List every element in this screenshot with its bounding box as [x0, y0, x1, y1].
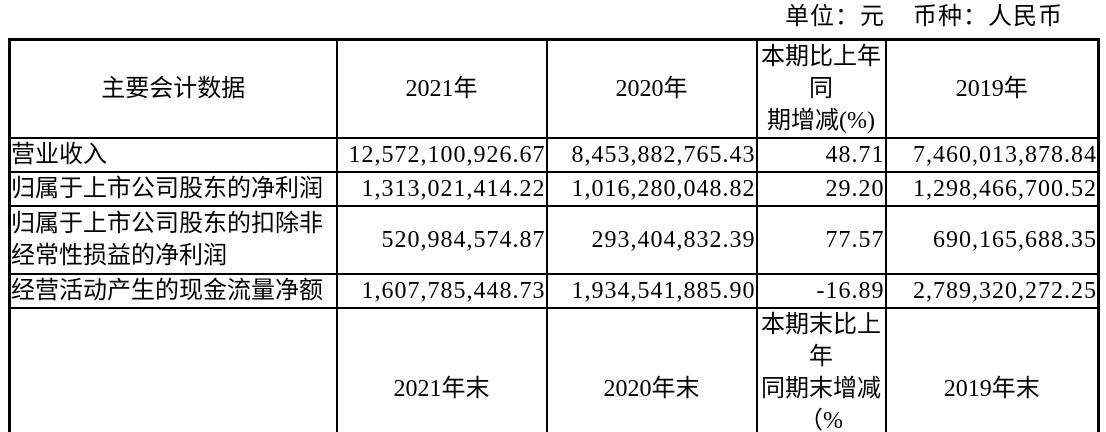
- value-2019: 1,298,466,700.52: [884, 171, 1100, 207]
- value-2019: 2,789,320,272.25: [884, 273, 1100, 309]
- row-label: 营业收入: [8, 137, 338, 173]
- value-2020: 1,934,541,885.90: [545, 273, 758, 309]
- value-2019: 690,165,688.35: [884, 205, 1100, 275]
- header-change-vs-prior-year: 本期比上年同 期增减(%): [755, 38, 887, 139]
- value-2019: 7,460,013,878.84: [884, 137, 1100, 173]
- value-change: 29.20: [755, 171, 887, 207]
- table-header-row-annual: 主要会计数据 2021年 2020年 本期比上年同 期增减(%) 2019年: [8, 38, 1100, 139]
- value-change: 77.57: [755, 205, 887, 275]
- table-header-row-year-end: 2021年末 2020年末 本期末比上年 同期末增减（% ） 2019年末: [8, 307, 1100, 432]
- value-2020: 1,016,280,048.82: [545, 171, 758, 207]
- header-main-accounting-data: 主要会计数据: [8, 38, 338, 139]
- value-2021: 12,572,100,926.67: [335, 137, 548, 173]
- row-label: 归属于上市公司股东的净利润: [8, 171, 338, 207]
- header-2020: 2020年: [545, 38, 758, 139]
- value-2021: 1,313,021,414.22: [335, 171, 548, 207]
- currency-label: 币种：人民币: [913, 4, 1063, 30]
- table-row-net-profit-excl-nonrecurring: 归属于上市公司股东的扣除非 经常性损益的净利润 520,984,574.87 2…: [8, 205, 1100, 275]
- header-change-vs-prior-year-end: 本期末比上年 同期末增减（% ）: [755, 307, 887, 432]
- value-change: 48.71: [755, 137, 887, 173]
- header-2019: 2019年: [884, 38, 1100, 139]
- value-2020: 8,453,882,765.43: [545, 137, 758, 173]
- table-row-operating-cash-flow: 经营活动产生的现金流量净额 1,607,785,448.73 1,934,541…: [8, 273, 1100, 309]
- value-2021: 520,984,574.87: [335, 205, 548, 275]
- value-2021: 1,607,785,448.73: [335, 273, 548, 309]
- row-label: 经营活动产生的现金流量净额: [8, 273, 338, 309]
- header-2020-year-end: 2020年末: [545, 307, 758, 432]
- header-2021-year-end: 2021年末: [335, 307, 548, 432]
- value-change: -16.89: [755, 273, 887, 309]
- header-2019-year-end: 2019年末: [884, 307, 1100, 432]
- value-2020: 293,404,832.39: [545, 205, 758, 275]
- unit-label: 单位：元: [785, 4, 885, 30]
- table-row-net-profit-attributable: 归属于上市公司股东的净利润 1,313,021,414.22 1,016,280…: [8, 171, 1100, 207]
- accounting-data-table: 主要会计数据 2021年 2020年 本期比上年同 期增减(%) 2019年 营…: [8, 38, 1100, 432]
- header-empty: [8, 307, 338, 432]
- row-label: 归属于上市公司股东的扣除非 经常性损益的净利润: [8, 205, 338, 275]
- unit-currency-line: 单位：元 币种：人民币: [785, 2, 1063, 32]
- table-row-operating-revenue: 营业收入 12,572,100,926.67 8,453,882,765.43 …: [8, 137, 1100, 173]
- header-2021: 2021年: [335, 38, 548, 139]
